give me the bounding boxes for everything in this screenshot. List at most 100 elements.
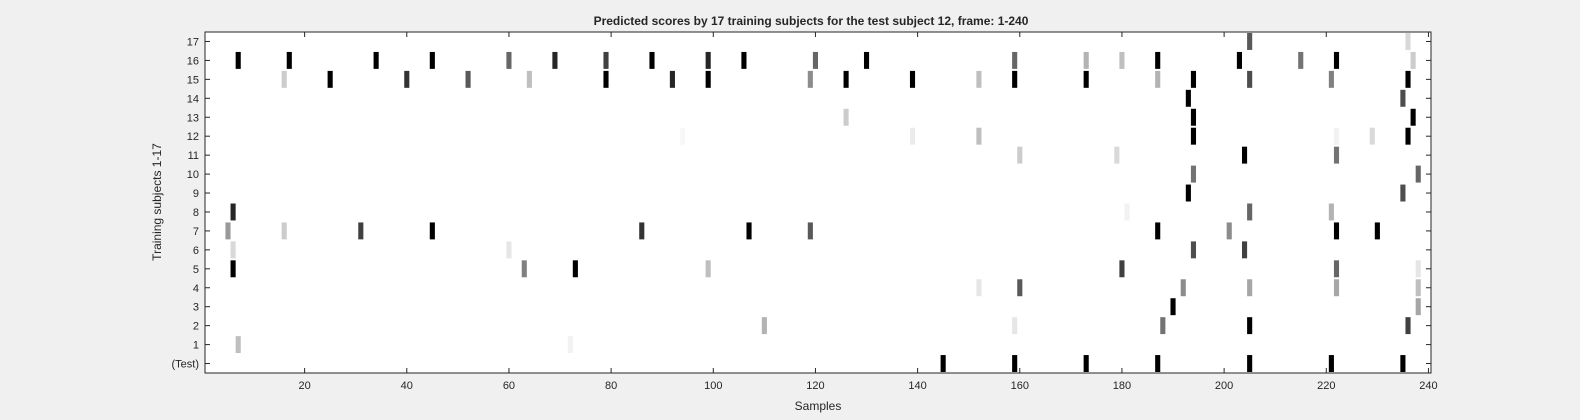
x-tick-label: 120	[806, 380, 824, 392]
x-tick-label: 100	[704, 380, 722, 392]
y-tick-label: 15	[187, 74, 199, 86]
y-tick-label: 7	[193, 226, 199, 238]
heatmap-cell	[1180, 279, 1186, 297]
heatmap-cell	[863, 51, 870, 69]
heatmap-cell	[940, 355, 946, 372]
heatmap-cell	[1247, 70, 1253, 88]
heatmap-cell	[1405, 70, 1411, 88]
heatmap-cell	[1236, 51, 1242, 69]
y-tick-label: 1	[193, 340, 199, 352]
heatmap-cell	[1400, 89, 1406, 107]
x-tick-label: 40	[401, 380, 413, 392]
heatmap-cell	[1190, 127, 1197, 145]
heatmap-cell	[843, 108, 849, 126]
y-tick-label: 9	[193, 188, 199, 200]
heatmap-cell	[761, 317, 767, 335]
heatmap-cell	[1160, 317, 1166, 335]
heatmap-cell	[1247, 279, 1253, 297]
heatmap-cell	[1114, 146, 1120, 164]
heatmap-cell	[1185, 89, 1191, 107]
heatmap-cell	[1333, 127, 1340, 145]
heatmap-cell	[526, 70, 532, 88]
x-axis-label: Samples	[795, 399, 842, 413]
heatmap-cell	[1012, 317, 1018, 335]
y-tick-label: 17	[187, 36, 199, 48]
heatmap-cell	[506, 51, 512, 69]
heatmap-cell	[1400, 184, 1406, 202]
heatmap-cell	[1185, 184, 1191, 202]
y-tick-label: 10	[187, 169, 199, 181]
heatmap-cell	[1333, 260, 1340, 278]
heatmap-cell	[404, 70, 410, 88]
heatmap-cell	[1247, 33, 1253, 50]
heatmap-cell	[741, 51, 747, 69]
y-tick-label: 3	[193, 302, 199, 314]
heatmap-cells	[225, 33, 1421, 372]
heatmap-cell	[1190, 70, 1197, 88]
heatmap-cell	[1170, 298, 1176, 316]
heatmap-cell	[1415, 279, 1421, 297]
heatmap-cell	[1333, 51, 1340, 69]
heatmap-cell	[1119, 51, 1125, 69]
heatmap-cell	[281, 222, 287, 240]
heatmap-cell	[1405, 33, 1411, 50]
y-tick-label: 5	[193, 264, 199, 276]
heatmap-cell	[281, 70, 287, 88]
heatmap-cell	[843, 70, 849, 88]
heatmap-cell	[1155, 70, 1161, 88]
heatmap-cell	[603, 70, 609, 88]
heatmap-cell	[1017, 146, 1023, 164]
heatmap-cell	[1369, 127, 1375, 145]
heatmap-cell	[603, 51, 609, 69]
heatmap-cell	[1333, 279, 1340, 297]
x-tick-label: 200	[1215, 380, 1233, 392]
heatmap-cell	[680, 127, 686, 145]
heatmap-cell	[705, 260, 711, 278]
chart-title: Predicted scores by 17 training subjects…	[594, 14, 1029, 28]
y-tick-label: 6	[193, 245, 199, 257]
heatmap-cell	[1333, 146, 1340, 164]
heatmap-cell	[1155, 51, 1161, 69]
y-tick-label: 8	[193, 207, 199, 219]
heatmap-cell	[465, 70, 471, 88]
heatmap-cell	[429, 222, 435, 240]
heatmap-cell	[1124, 203, 1130, 221]
heatmap-cell	[1333, 222, 1340, 240]
heatmap-cell	[230, 260, 236, 278]
heatmap-cell	[807, 222, 813, 240]
heatmap-cell	[1241, 146, 1248, 164]
heatmap-cell	[1247, 203, 1253, 221]
heatmap-cell	[1241, 241, 1248, 259]
heatmap-cell	[1247, 355, 1253, 372]
x-tick-label: 240	[1419, 380, 1437, 392]
heatmap-cell	[235, 51, 241, 69]
x-tick-label: 140	[908, 380, 926, 392]
heatmap-cell	[235, 336, 241, 354]
heatmap-cell	[567, 336, 573, 354]
heatmap-cell	[230, 241, 236, 259]
heatmap-cell	[1012, 355, 1018, 372]
heatmap-cell	[1012, 70, 1018, 88]
heatmap-cell	[1328, 203, 1334, 221]
heatmap-cell	[1017, 279, 1023, 297]
heatmap-cell	[327, 70, 333, 88]
heatmap-cell	[976, 70, 982, 88]
heatmap-cell	[746, 222, 752, 240]
heatmap-cell	[1190, 165, 1197, 183]
y-tick-label: 11	[188, 150, 199, 162]
heatmap-cell	[1415, 165, 1421, 183]
plot-area	[205, 32, 1431, 373]
heatmap-cell	[521, 260, 527, 278]
heatmap-cell	[429, 51, 435, 69]
x-tick-label: 20	[298, 380, 310, 392]
heatmap-cell	[1155, 355, 1161, 372]
heatmap-cell	[1400, 355, 1406, 372]
heatmap-cell	[230, 203, 236, 221]
heatmap-cell	[669, 70, 675, 88]
heatmap-cell	[506, 241, 512, 259]
heatmap-cell	[373, 51, 379, 69]
x-tick-label: 160	[1011, 380, 1029, 392]
heatmap-cell	[976, 127, 982, 145]
